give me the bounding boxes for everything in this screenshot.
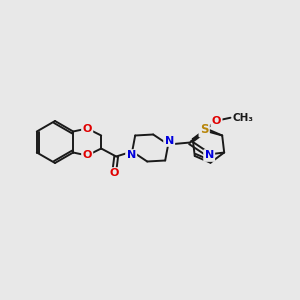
Text: O: O — [82, 151, 92, 160]
Text: O: O — [212, 116, 221, 126]
Text: N: N — [205, 151, 214, 160]
Text: O: O — [110, 169, 119, 178]
Text: S: S — [200, 123, 208, 136]
Text: O: O — [82, 124, 92, 134]
Text: N: N — [127, 151, 136, 160]
Text: CH₃: CH₃ — [232, 113, 254, 123]
Text: N: N — [165, 136, 174, 146]
